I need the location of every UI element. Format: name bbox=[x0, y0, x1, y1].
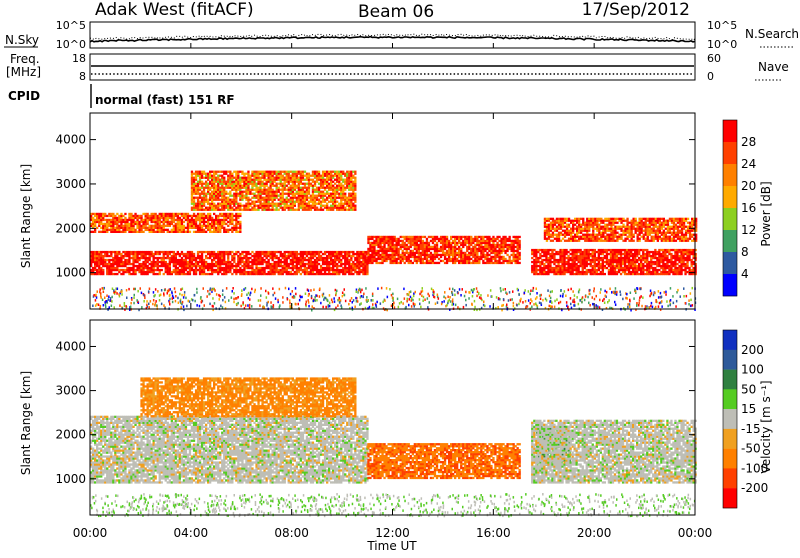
colorbar-swatch bbox=[723, 208, 737, 230]
ytick-label: 4000 bbox=[55, 133, 86, 147]
nsky-label: N.Sky bbox=[5, 33, 39, 47]
data-band bbox=[531, 249, 697, 275]
velocity-colorbar-label: Velocity [m s⁻¹] bbox=[759, 380, 773, 473]
nave-tick-low: 0 bbox=[707, 70, 714, 83]
colorbar-swatch bbox=[723, 409, 737, 429]
data-band bbox=[531, 420, 697, 484]
cpid-text: normal (fast) 151 RF bbox=[95, 93, 235, 107]
xtick-label: 00:00 bbox=[73, 526, 108, 540]
colorbar-swatch bbox=[723, 186, 737, 208]
power-panel-frame bbox=[90, 113, 695, 309]
velocity-heatmap bbox=[90, 377, 697, 517]
colorbar-swatch bbox=[723, 370, 737, 390]
colorbar-tick-label: -15 bbox=[741, 422, 761, 436]
beam-title: Beam 06 bbox=[358, 2, 434, 22]
nsky-trace bbox=[90, 37, 695, 42]
colorbar-swatch bbox=[723, 468, 737, 488]
ytick-label: 3000 bbox=[55, 177, 86, 191]
colorbar-swatch bbox=[723, 252, 737, 274]
colorbar-tick-label: 15 bbox=[741, 402, 756, 416]
data-band bbox=[90, 416, 369, 484]
data-band bbox=[140, 377, 356, 417]
xtick-label: 16:00 bbox=[476, 526, 511, 540]
colorbar-swatch bbox=[723, 429, 737, 449]
data-band bbox=[90, 213, 242, 233]
nave-tick-high: 60 bbox=[707, 52, 721, 65]
power-heatmap bbox=[90, 171, 697, 312]
noise-trace bbox=[90, 34, 695, 42]
ytick-label: 3000 bbox=[55, 384, 86, 398]
colorbar-swatch bbox=[723, 488, 737, 508]
nsky-tick-low: 10^0 bbox=[56, 38, 86, 51]
nsky-tick-high: 10^5 bbox=[56, 19, 86, 32]
ytick-label: 1000 bbox=[55, 266, 86, 280]
colorbar-swatch bbox=[723, 449, 737, 469]
data-band bbox=[191, 171, 357, 211]
colorbar-swatch bbox=[723, 230, 737, 252]
colorbar-swatch bbox=[723, 389, 737, 409]
colorbar-swatch bbox=[723, 164, 737, 186]
ytick-label: 2000 bbox=[55, 428, 86, 442]
colorbar-swatch bbox=[723, 120, 737, 142]
colorbar-swatch bbox=[723, 350, 737, 370]
data-band bbox=[544, 218, 698, 242]
colorbar-swatch bbox=[723, 142, 737, 164]
colorbar-tick-label: 8 bbox=[741, 245, 749, 259]
colorbar-swatch bbox=[723, 274, 737, 296]
freq-label: Freq. bbox=[10, 52, 40, 66]
power-colorbar-label: Power [dB] bbox=[759, 181, 773, 246]
colorbar-tick-label: 28 bbox=[741, 135, 756, 149]
colorbar-tick-label: -200 bbox=[741, 481, 768, 495]
colorbar-tick-label: 50 bbox=[741, 382, 756, 396]
station-title: Adak West (fitACF) bbox=[95, 0, 254, 20]
freq-tick-low: 8 bbox=[79, 70, 86, 83]
ytick-label: 4000 bbox=[55, 339, 86, 353]
colorbar-tick-label: 200 bbox=[741, 343, 764, 357]
freq-panel-frame bbox=[90, 54, 695, 80]
xtick-label: 04:00 bbox=[174, 526, 209, 540]
xtick-label: 00:00 bbox=[678, 526, 713, 540]
xtick-label: 08:00 bbox=[274, 526, 309, 540]
freq-unit-label: [MHz] bbox=[6, 65, 41, 79]
xtick-label: 20:00 bbox=[577, 526, 612, 540]
nsearch-tick-low: 10^0 bbox=[707, 38, 737, 51]
freq-tick-high: 18 bbox=[72, 52, 86, 65]
velocity-ylabel: Slant Range [km] bbox=[19, 371, 33, 475]
near-range-scatter bbox=[92, 287, 696, 312]
nsearch-tick-high: 10^5 bbox=[707, 19, 737, 32]
nsearch-label: N.Search bbox=[745, 27, 799, 41]
colorbar-tick-label: 4 bbox=[741, 267, 749, 281]
colorbar-tick-label: -50 bbox=[741, 442, 761, 456]
date-title: 17/Sep/2012 bbox=[582, 0, 690, 20]
colorbar-tick-label: 100 bbox=[741, 363, 764, 377]
xtick-label: 12:00 bbox=[375, 526, 410, 540]
ytick-label: 1000 bbox=[55, 472, 86, 486]
power-ylabel: Slant Range [km] bbox=[19, 164, 33, 268]
nave-label: Nave bbox=[758, 60, 789, 74]
cpid-label: CPID bbox=[8, 89, 40, 103]
colorbar-tick-label: 12 bbox=[741, 223, 756, 237]
colorbar-tick-label: 20 bbox=[741, 179, 756, 193]
data-band bbox=[367, 236, 521, 264]
ytick-label: 2000 bbox=[55, 221, 86, 235]
colorbar-tick-label: 16 bbox=[741, 201, 756, 215]
colorbar-swatch bbox=[723, 330, 737, 350]
data-band bbox=[367, 443, 521, 479]
power-colorbar: 28 24 20 16 12 8 4 bbox=[723, 120, 756, 296]
data-band bbox=[90, 251, 369, 275]
time-axis-label: Time UT bbox=[366, 539, 417, 553]
colorbar-tick-label: 24 bbox=[741, 157, 756, 171]
